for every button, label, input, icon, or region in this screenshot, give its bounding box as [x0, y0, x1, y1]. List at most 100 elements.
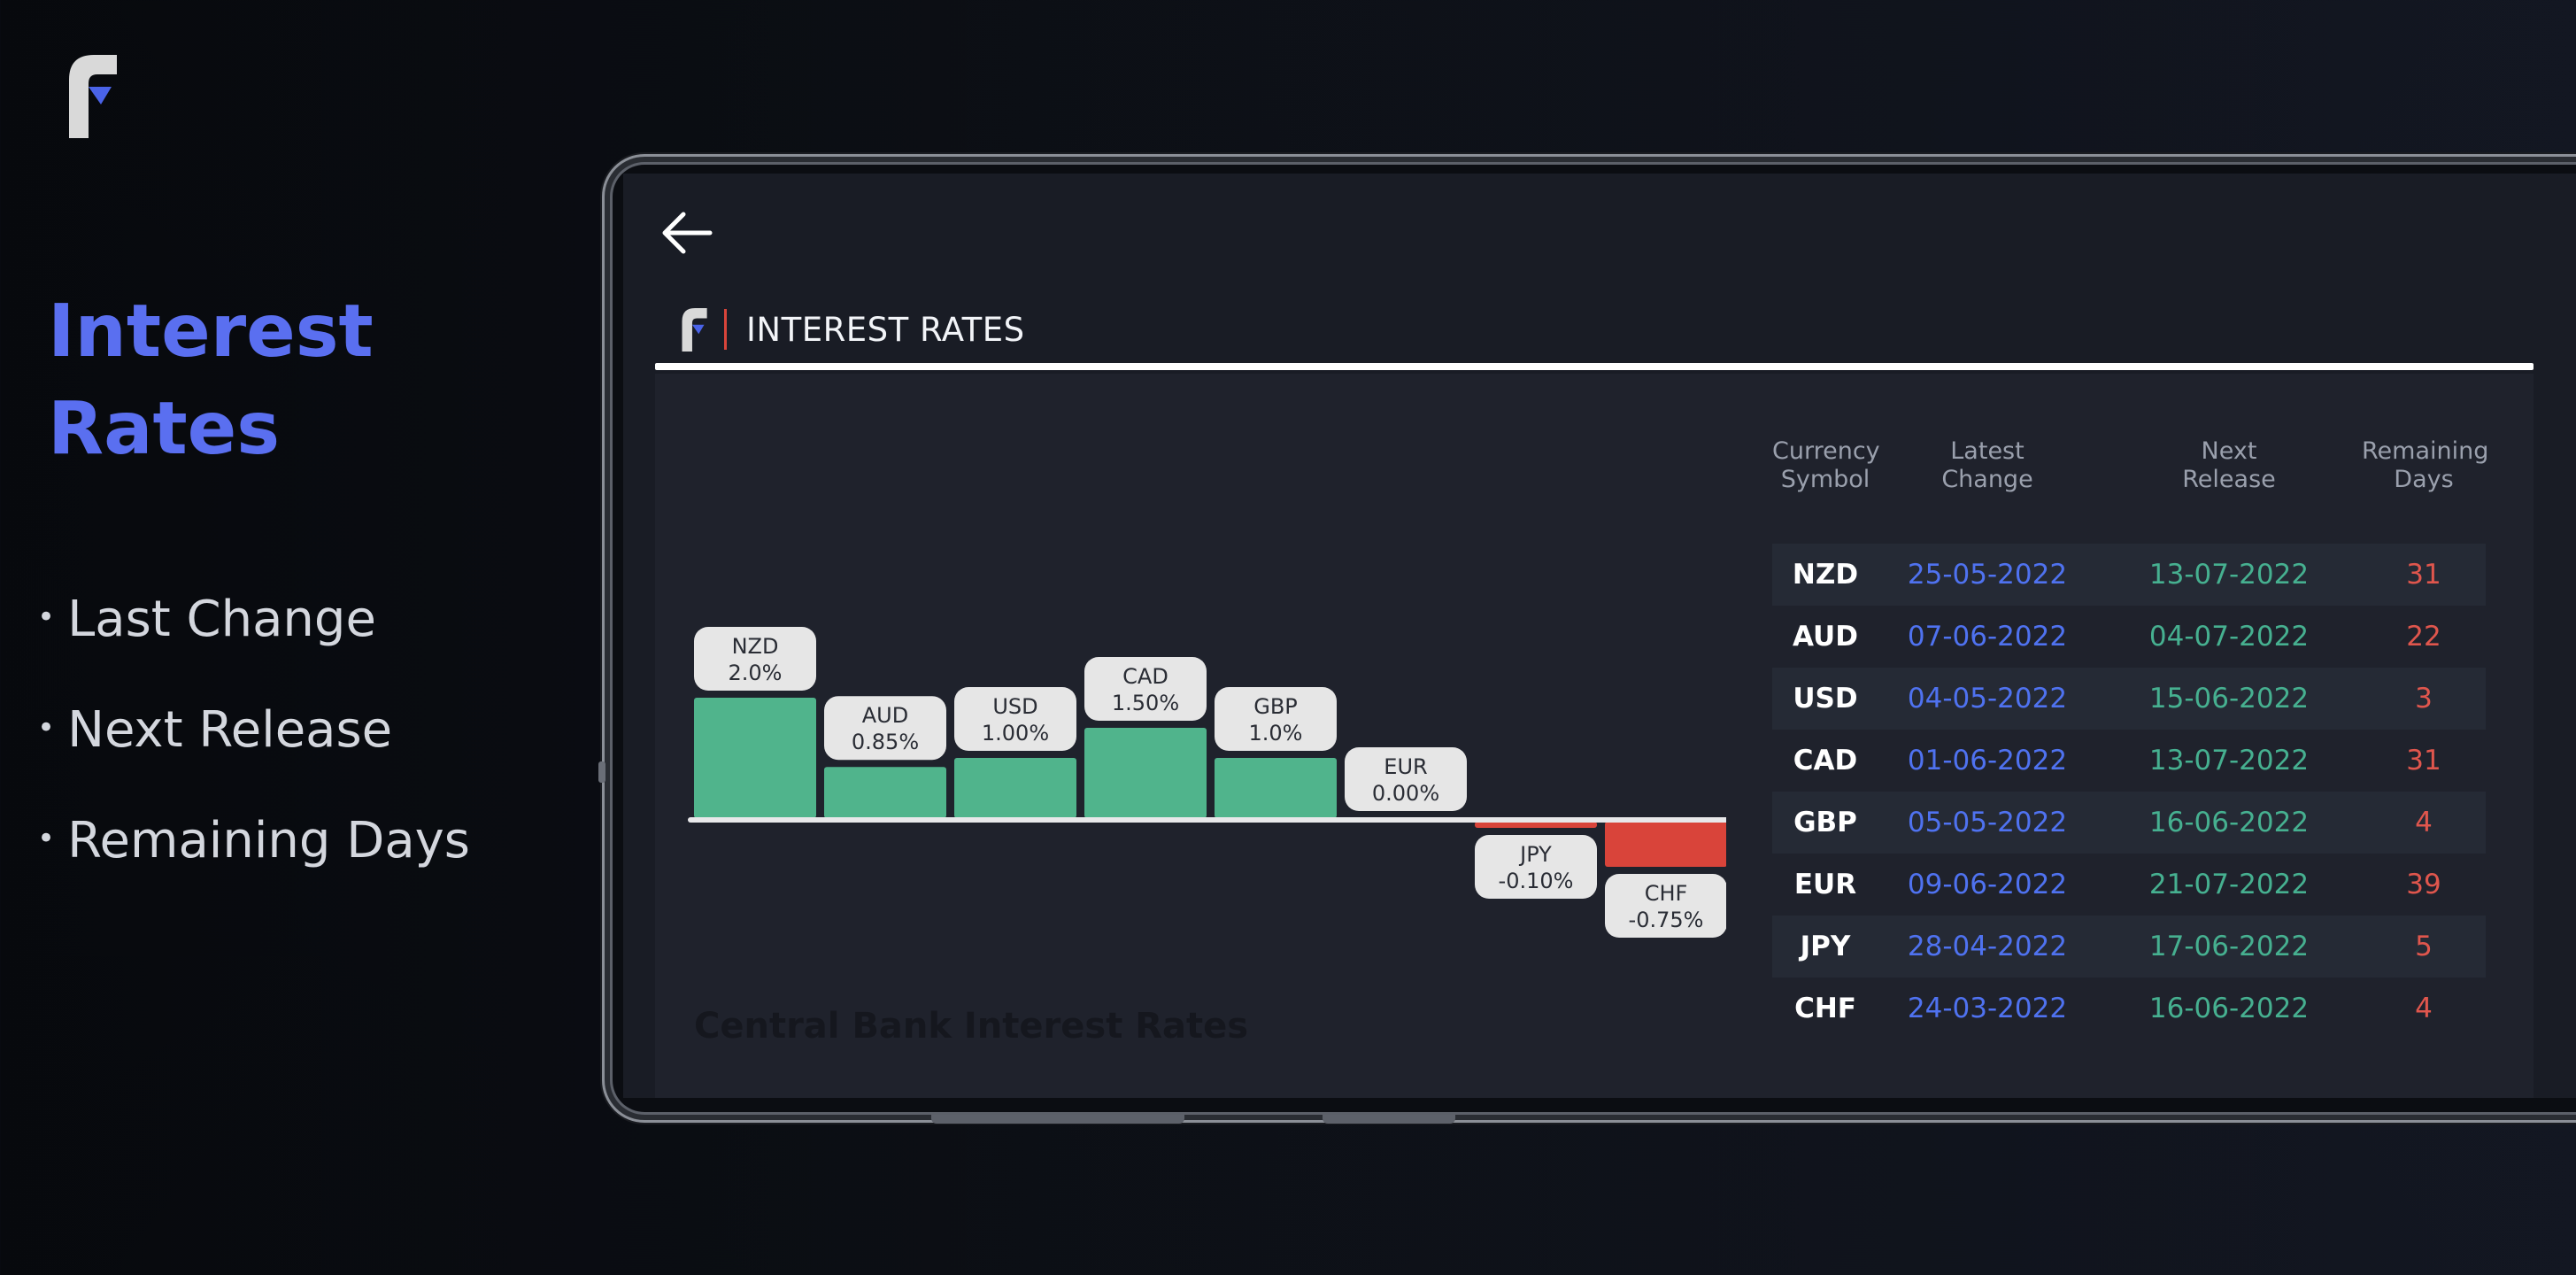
cell-symbol: CAD	[1793, 745, 1858, 777]
cell-remaining-days: 39	[2406, 869, 2441, 900]
interest-rate-chart: NZD 2.0% AUD 0.85% USD 1.00% CAD 1.50% GBP 1.0% EU…	[655, 374, 1731, 1098]
cell-remaining-days: 31	[2406, 745, 2441, 777]
bullet-item: • Last Change	[37, 591, 376, 648]
app-header: INTEREST RATES	[678, 305, 1025, 354]
data-label-box	[824, 696, 946, 761]
header-rule	[655, 363, 2534, 370]
cell-latest-change: 07-06-2022	[1907, 621, 2068, 653]
arrow-left-icon[interactable]	[660, 211, 713, 255]
cell-symbol: USD	[1793, 683, 1858, 715]
value-label: 0.00%	[1372, 781, 1439, 806]
category-label: CAD	[1122, 664, 1168, 689]
table-row[interactable]: NZD 25-05-2022 13-07-2022 31	[1772, 544, 2486, 606]
cell-symbol: CHF	[1794, 993, 1856, 1024]
phone-bottom-button	[931, 1115, 1184, 1124]
content-panel: NZD 2.0% AUD 0.85% USD 1.00% CAD 1.50% GBP 1.0% EU…	[655, 374, 2534, 1098]
category-label: GBP	[1253, 694, 1298, 719]
table-body: NZD 25-05-2022 13-07-2022 31 AUD 07-06-2…	[1772, 544, 2486, 1039]
cell-symbol: GBP	[1793, 807, 1857, 838]
cell-remaining-days: 3	[2415, 683, 2433, 715]
value-label: 1.00%	[982, 721, 1049, 746]
data-label-box	[1084, 657, 1207, 721]
category-label: EUR	[1384, 754, 1427, 779]
column-header-days: Remaining Days	[2362, 437, 2489, 493]
cell-remaining-days: 4	[2415, 807, 2433, 838]
table-row[interactable]: EUR 09-06-2022 21-07-2022 39	[1772, 854, 2486, 916]
table-row[interactable]: USD 04-05-2022 15-06-2022 3	[1772, 668, 2486, 730]
value-label: 2.0%	[729, 661, 783, 685]
bar-nzd	[694, 698, 816, 818]
cell-next-release: 15-06-2022	[2148, 683, 2310, 715]
data-label-box	[1345, 747, 1467, 811]
column-header-latest: Latest Change	[1941, 437, 2033, 493]
feature-bullet-list: • Last Change • Next Release • Remaining Da…	[37, 580, 470, 912]
data-label-box	[954, 687, 1076, 751]
brand-logo-icon	[69, 55, 117, 138]
value-label: 0.85%	[852, 730, 919, 754]
category-label: AUD	[862, 703, 908, 728]
bar-gbp	[1215, 758, 1337, 818]
cell-next-release: 13-07-2022	[2148, 745, 2310, 777]
phone-bottom-button	[1323, 1115, 1455, 1124]
phone-side-button	[598, 761, 605, 783]
data-label-box	[694, 627, 816, 691]
table-row[interactable]: CHF 24-03-2022 16-06-2022 4	[1772, 978, 2486, 1039]
value-label: -0.10%	[1499, 869, 1574, 893]
category-label: NZD	[732, 634, 779, 659]
value-label: 1.0%	[1249, 721, 1303, 746]
promo-title: Interest Rates	[48, 283, 490, 478]
rates-table: Currency Symbol Latest Change Next Relea…	[1772, 437, 2489, 1039]
cell-latest-change: 25-05-2022	[1907, 559, 2068, 591]
promo-title-line1: Interest	[48, 290, 374, 374]
cell-symbol: AUD	[1793, 621, 1858, 653]
column-header-currency: Currency Symbol	[1772, 437, 1880, 493]
value-label: -0.75%	[1629, 908, 1704, 932]
app-screen: INTEREST RATES NZD 2.0% AUD 0.85% USD 1.00% CA…	[623, 174, 2576, 1098]
value-label: 1.50%	[1112, 691, 1179, 715]
promo-title-line2: Rates	[48, 387, 281, 471]
cell-symbol: NZD	[1792, 559, 1859, 591]
header-divider	[724, 309, 727, 350]
category-label: USD	[992, 694, 1037, 719]
bar-jpy	[1475, 822, 1597, 828]
data-label-box	[1475, 835, 1597, 899]
data-label-box	[1605, 874, 1727, 938]
table-row[interactable]: CAD 01-06-2022 13-07-2022 31	[1772, 730, 2486, 792]
bar-cad	[1084, 728, 1207, 818]
cell-latest-change: 04-05-2022	[1907, 683, 2068, 715]
chart-title: Central Bank Interest Rates	[694, 1006, 1249, 1047]
cell-latest-change: 09-06-2022	[1907, 869, 2068, 900]
cell-remaining-days: 31	[2406, 559, 2441, 591]
cell-remaining-days: 5	[2415, 931, 2433, 962]
table-row[interactable]: JPY 28-04-2022 17-06-2022 5	[1772, 916, 2486, 978]
cell-next-release: 16-06-2022	[2148, 807, 2310, 838]
cell-next-release: 16-06-2022	[2148, 993, 2310, 1024]
bullet-item: • Remaining Days	[37, 812, 470, 869]
cell-latest-change: 01-06-2022	[1907, 745, 2068, 777]
page-title: INTEREST RATES	[746, 310, 1025, 349]
cell-next-release: 04-07-2022	[2148, 621, 2310, 653]
cell-symbol: JPY	[1800, 931, 1851, 962]
category-label: JPY	[1518, 842, 1552, 867]
cell-symbol: EUR	[1793, 869, 1857, 900]
category-label: CHF	[1645, 881, 1688, 906]
cell-latest-change: 28-04-2022	[1907, 931, 2068, 962]
bar-chf	[1605, 822, 1727, 867]
cell-next-release: 17-06-2022	[2148, 931, 2310, 962]
column-header-next: Next Release	[2182, 437, 2276, 493]
cell-latest-change: 24-03-2022	[1907, 993, 2068, 1024]
cell-next-release: 21-07-2022	[2148, 869, 2310, 900]
cell-next-release: 13-07-2022	[2148, 559, 2310, 591]
table-row[interactable]: GBP 05-05-2022 16-06-2022 4	[1772, 792, 2486, 854]
app-logo-icon	[682, 308, 707, 352]
data-label-box	[1215, 687, 1337, 751]
cell-latest-change: 05-05-2022	[1907, 807, 2068, 838]
cell-remaining-days: 4	[2415, 993, 2433, 1024]
table-row[interactable]: AUD 07-06-2022 04-07-2022 22	[1772, 606, 2486, 668]
bar-usd	[954, 758, 1076, 818]
bar-aud	[824, 767, 946, 818]
table-header: Currency Symbol Latest Change Next Relea…	[1772, 437, 2489, 544]
cell-remaining-days: 22	[2406, 621, 2441, 653]
bullet-item: • Next Release	[37, 701, 393, 759]
